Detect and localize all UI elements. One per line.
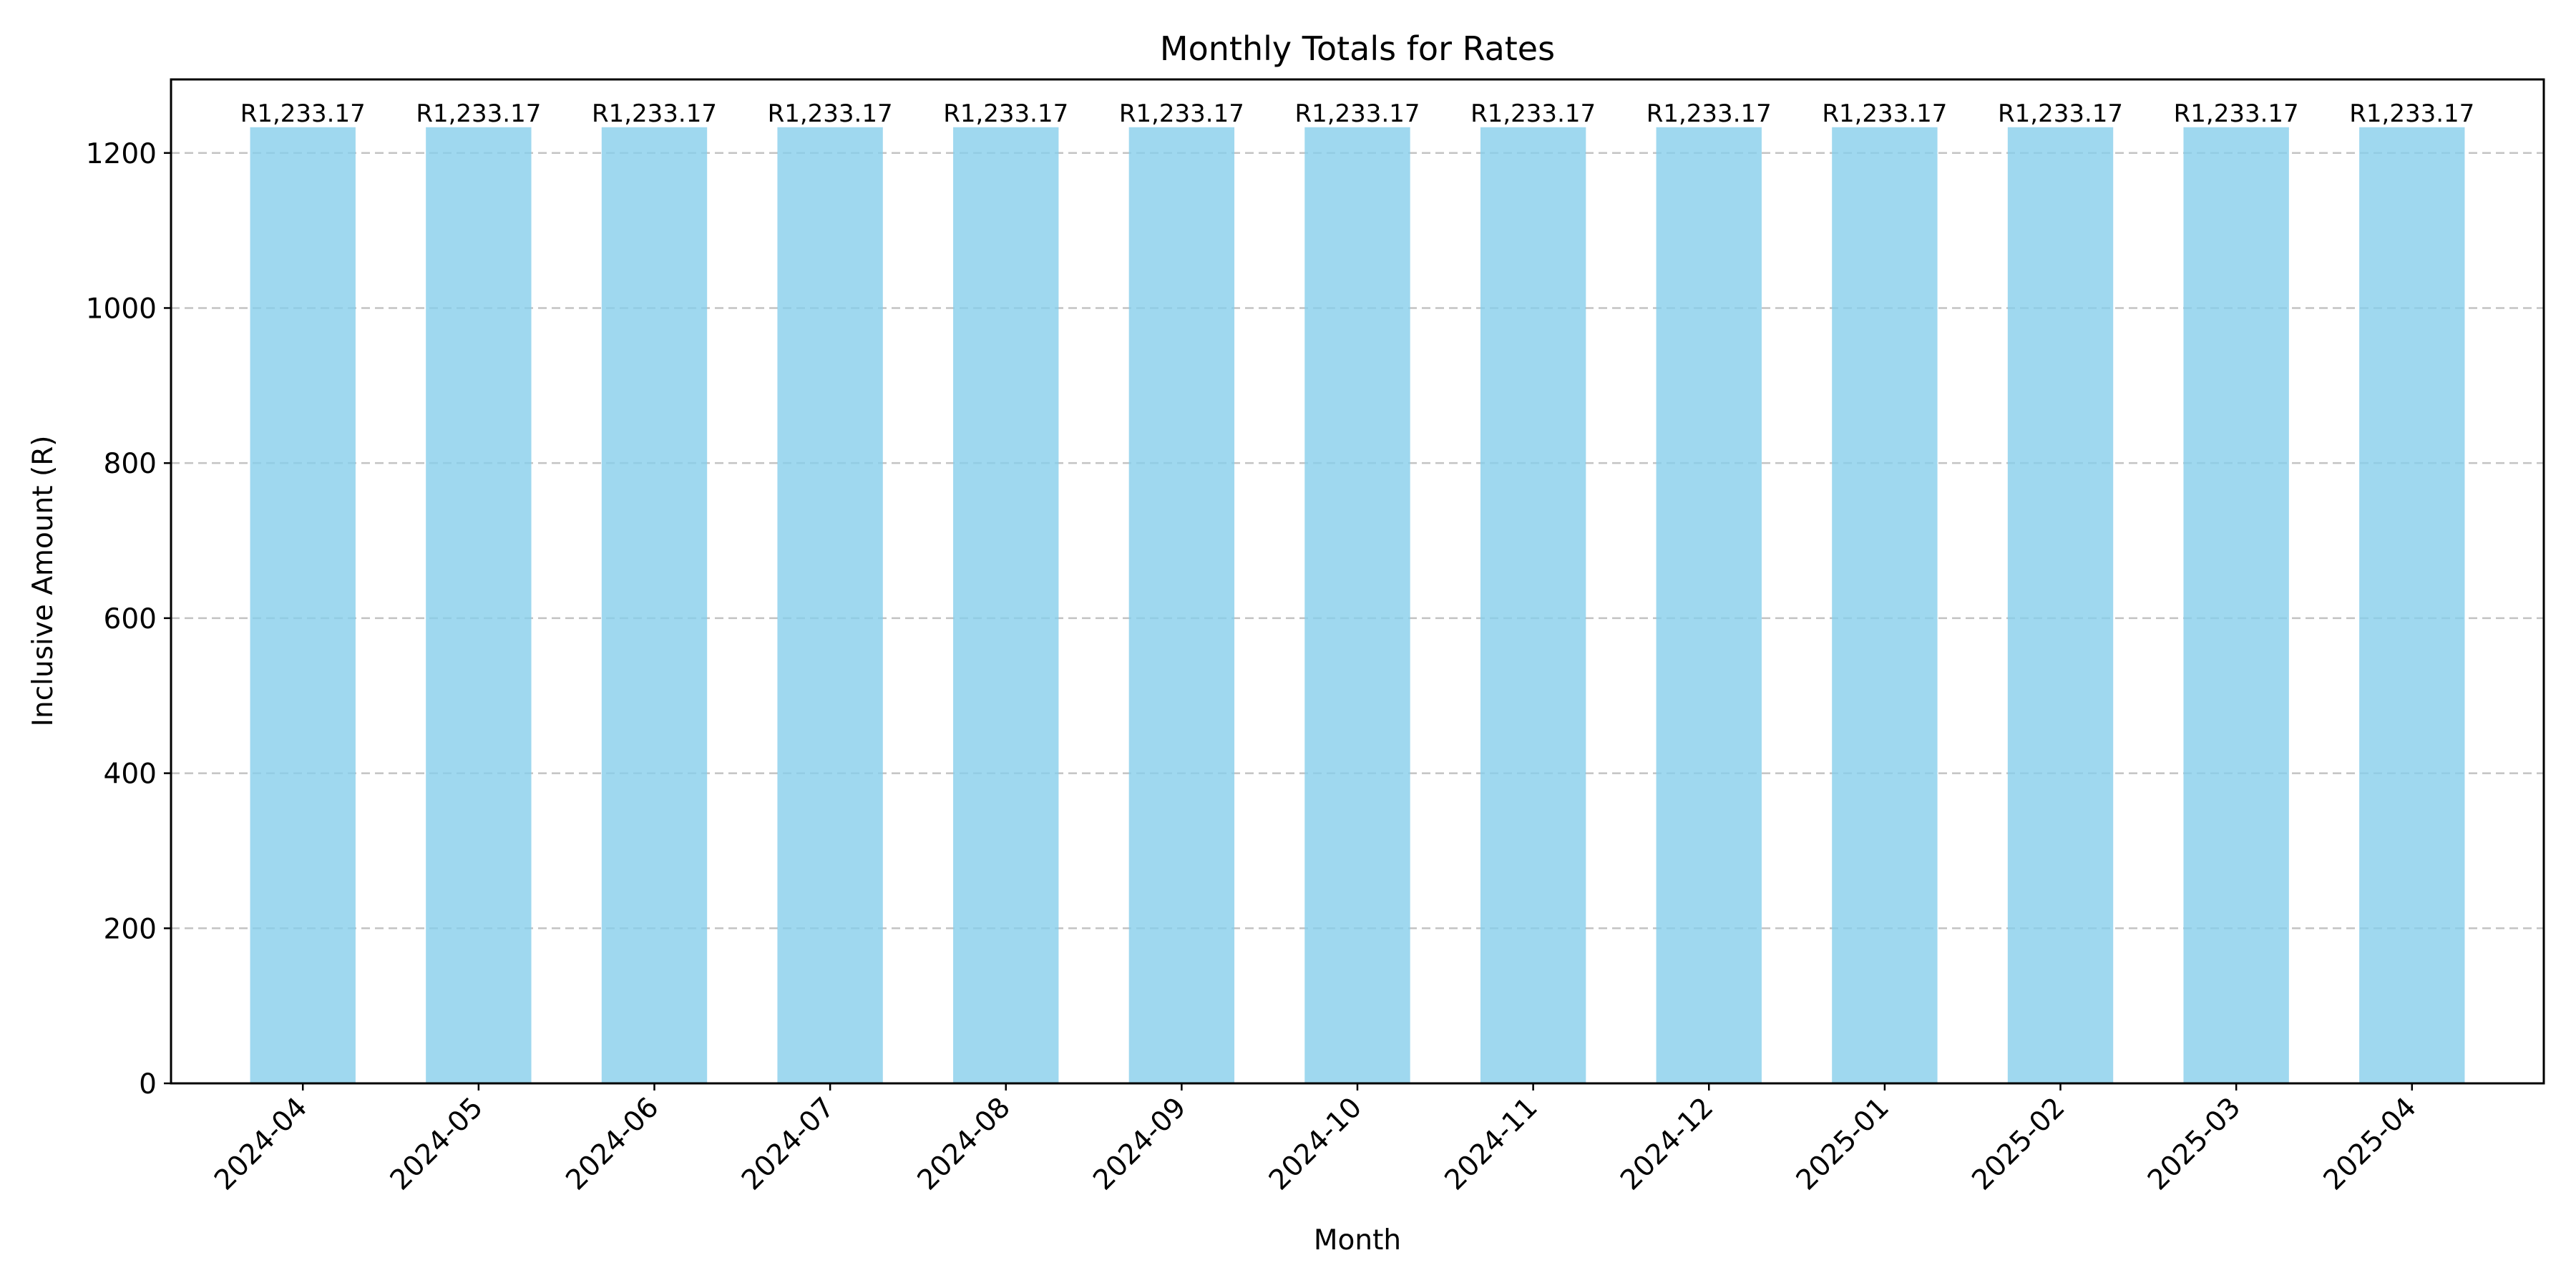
- data-label-2025-01: R1,233.17: [1822, 99, 1947, 128]
- data-label-2024-10: R1,233.17: [1294, 99, 1420, 128]
- bar-2025-01: [1832, 127, 1937, 1083]
- y-tick-label: 800: [104, 448, 157, 480]
- data-label-2024-12: R1,233.17: [1646, 99, 1772, 128]
- data-label-2024-04: R1,233.17: [240, 99, 366, 128]
- bar-2024-09: [1129, 127, 1234, 1083]
- data-label-2024-11: R1,233.17: [1470, 99, 1596, 128]
- data-label-2024-05: R1,233.17: [416, 99, 541, 128]
- y-tick-label: 0: [139, 1068, 157, 1101]
- bar-2024-06: [602, 127, 707, 1083]
- y-tick-label: 1200: [86, 138, 157, 170]
- data-label-2025-02: R1,233.17: [1998, 99, 2123, 128]
- data-label-2024-08: R1,233.17: [943, 99, 1068, 128]
- bar-2025-02: [2008, 127, 2113, 1083]
- bar-2024-07: [777, 127, 882, 1083]
- bar-2024-11: [1480, 127, 1586, 1083]
- bar-2024-12: [1657, 127, 1762, 1083]
- y-tick-label: 1000: [86, 293, 157, 325]
- data-label-2024-07: R1,233.17: [768, 99, 893, 128]
- bar-2025-03: [2183, 127, 2288, 1083]
- data-label-2024-09: R1,233.17: [1119, 99, 1244, 128]
- bar-2024-08: [953, 127, 1058, 1083]
- x-axis-label: Month: [1314, 1224, 1401, 1257]
- bar-2024-04: [250, 127, 356, 1083]
- bar-2024-10: [1304, 127, 1410, 1083]
- chart-title: Monthly Totals for Rates: [1160, 29, 1555, 68]
- bar-2025-04: [2359, 127, 2464, 1083]
- y-axis-label: Inclusive Amount (R): [27, 435, 59, 726]
- y-tick-label: 200: [104, 913, 157, 945]
- y-tick-label: 400: [104, 758, 157, 791]
- data-label-2025-03: R1,233.17: [2174, 99, 2299, 128]
- y-tick-label: 600: [104, 603, 157, 635]
- data-label-2025-04: R1,233.17: [2349, 99, 2474, 128]
- bar-2024-05: [426, 127, 531, 1083]
- data-label-2024-06: R1,233.17: [592, 99, 717, 128]
